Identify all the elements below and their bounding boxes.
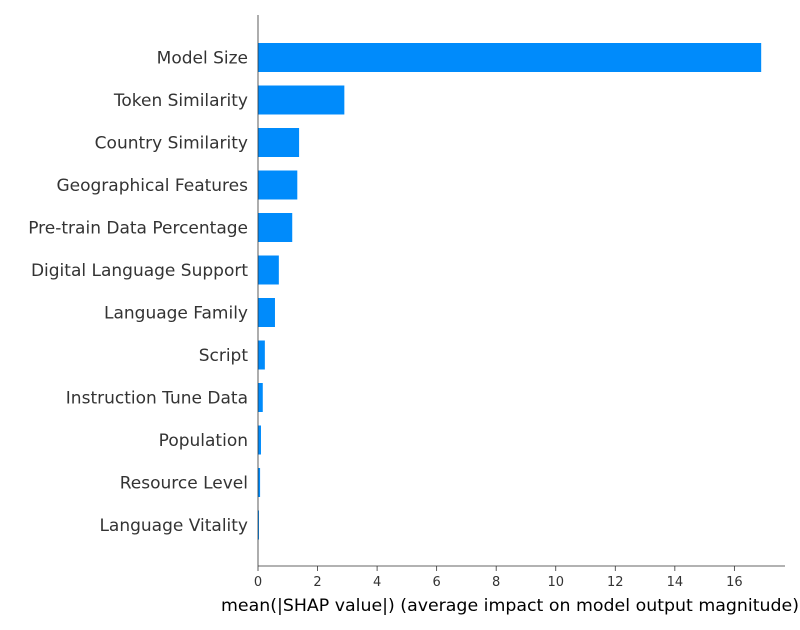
bar-model-size [258,43,762,72]
bar-instruction-tune-data [258,383,263,412]
x-tick-label: 16 [726,575,743,590]
x-tick-label: 14 [667,575,684,590]
category-label: Script [199,346,249,366]
bar-country-similarity [258,128,300,157]
bar-geographical-features [258,170,298,200]
category-label: Language Family [104,304,248,324]
category-label: Model Size [157,49,248,69]
x-tick-label: 4 [373,575,381,590]
x-tick-label: 12 [607,575,624,590]
bar-digital-language-support [258,255,279,285]
category-label: Token Similarity [113,91,248,111]
category-label: Digital Language Support [31,261,248,281]
x-axis-title: mean(|SHAP value|) (average impact on mo… [221,596,799,616]
bars-group [258,43,762,540]
category-label: Country Similarity [95,134,248,154]
category-label: Language Vitality [99,516,248,536]
category-label: Resource Level [120,474,248,494]
bar-pre-train-data-percentage [258,213,293,242]
x-tick-label: 2 [313,575,321,590]
bar-language-vitality [258,510,259,540]
category-label: Population [159,431,248,451]
bar-token-similarity [258,85,345,115]
x-tick-label: 6 [433,575,441,590]
x-tick-label: 8 [492,575,500,590]
bar-script [258,340,265,370]
x-ticks-group: 0 2 4 6 8 10 12 14 16 [254,566,743,590]
bar-language-family [258,298,275,327]
bar-population [258,425,261,455]
x-tick-label: 10 [547,575,564,590]
category-labels-group: Model Size Token Similarity Country Simila… [28,49,248,537]
category-label: Pre-train Data Percentage [28,219,248,239]
category-label: Geographical Features [56,176,248,196]
x-tick-label: 0 [254,575,262,590]
bar-resource-level [258,468,261,497]
category-label: Instruction Tune Data [66,389,248,409]
